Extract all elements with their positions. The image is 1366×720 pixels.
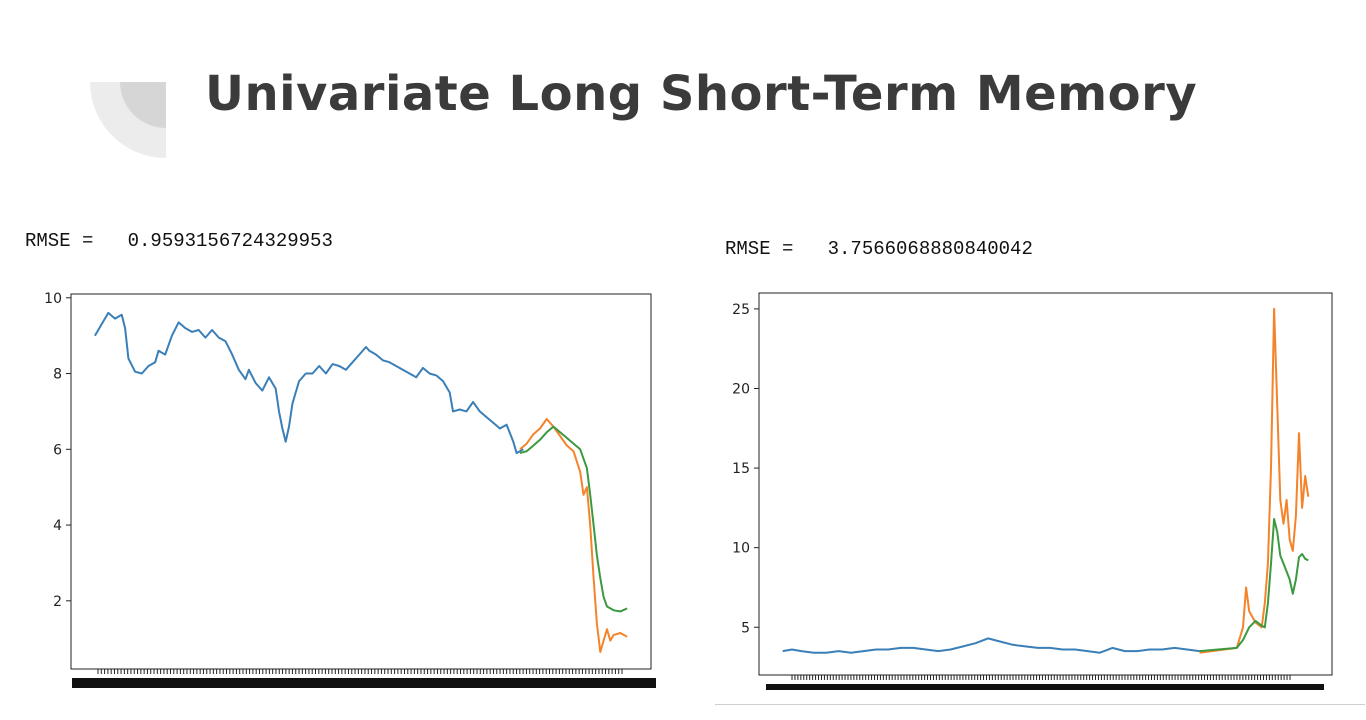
y-tick-label: 4 [53, 518, 62, 534]
rmse-chart-right: 5 10 15 20 25 [732, 292, 1333, 690]
y-tick-label: 2 [53, 594, 62, 610]
plot-frame [758, 292, 1333, 676]
y-tick-label: 25 [732, 302, 750, 318]
rmse-chart-left: 2 4 6 8 10 [44, 291, 656, 688]
series-line [1199, 307, 1310, 654]
x-tick-labels-overlap [72, 678, 656, 688]
x-tick-labels-overlap [766, 684, 1324, 690]
y-tick-label: 10 [44, 291, 62, 307]
y-tick-label: 15 [732, 461, 750, 477]
series-line [1199, 518, 1309, 653]
y-tick-label: 6 [53, 442, 62, 458]
series-line [519, 425, 628, 613]
y-tick-label: 5 [741, 620, 750, 636]
y-tick-label: 10 [732, 541, 750, 557]
y-tick-label: 20 [732, 382, 750, 398]
rmse-label-right: RMSE = 3.7566068880840042 [725, 238, 1033, 260]
footer-divider [715, 704, 1365, 705]
y-tick-label: 8 [53, 367, 62, 383]
plot-frame [70, 293, 652, 670]
series-line [519, 418, 628, 653]
corner-decoration [90, 82, 166, 158]
series-line [782, 637, 1200, 654]
rmse-label-left: RMSE = 0.9593156724329953 [25, 230, 333, 252]
series-line [94, 311, 524, 455]
page-title: Univariate Long Short-Term Memory [205, 66, 1198, 122]
